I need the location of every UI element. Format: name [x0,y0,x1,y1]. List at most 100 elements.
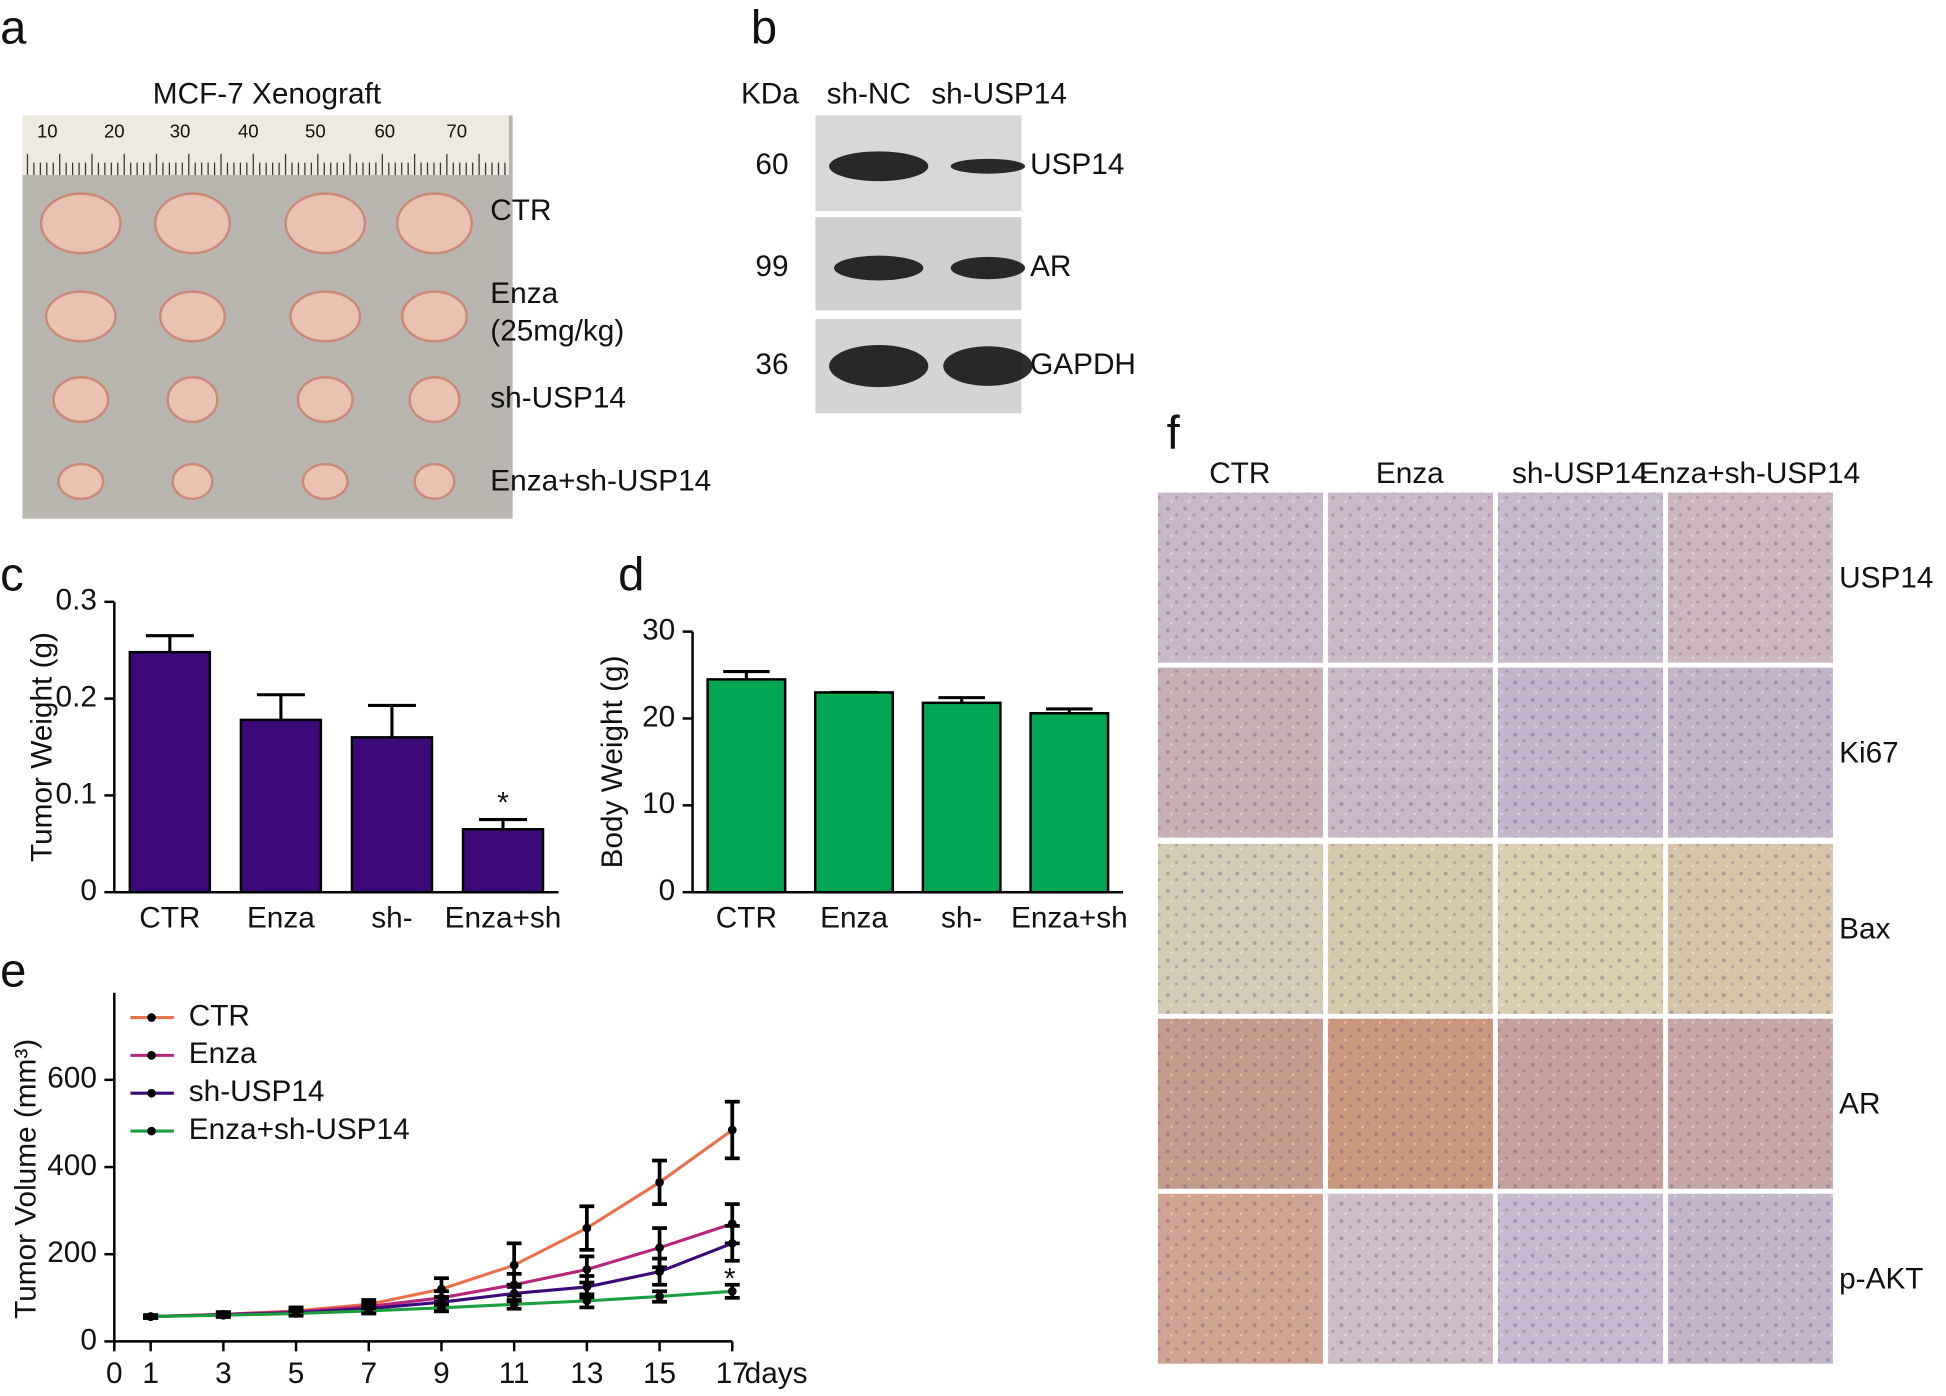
tumor [301,462,349,501]
band [834,255,924,281]
band-label: AR [1030,250,1071,283]
y-tick-label: 400 [47,1149,97,1182]
bar [814,691,895,894]
row-label: USP14 [1839,561,1933,594]
tumor [39,192,122,255]
x-tick-label: sh- [371,901,412,934]
y-tick-label: 0.3 [56,584,97,617]
bar [350,736,434,894]
y-tick-label: 0.2 [56,680,97,713]
kda-label: 36 [755,348,788,381]
marker [364,1306,374,1316]
band [829,344,929,388]
band [829,151,929,182]
panel-label: a [0,0,27,53]
marker [727,1238,737,1248]
marker [727,1125,737,1135]
legend-marker [147,1126,156,1136]
panel-label: c [0,548,24,601]
marker [655,1243,664,1253]
tumor [289,290,362,343]
tumor [44,290,117,343]
row-label: Ki67 [1839,736,1899,769]
tumor [171,462,214,501]
panel-label: b [751,0,777,53]
marker [582,1223,592,1233]
row-label: sh-USP14 [490,381,626,414]
row-label: (25mg/kg) [490,314,624,347]
bar [239,718,323,894]
marker [509,1260,519,1270]
marker [219,1310,228,1320]
band [950,256,1026,280]
ihc-texture [1157,667,1323,838]
row-label: Enza+sh-USP14 [490,465,711,498]
lane-label: sh-USP14 [931,77,1067,110]
x-tick-label: 13 [570,1357,603,1390]
kda-label: 60 [755,148,788,181]
band [943,346,1033,386]
ihc-texture [1497,492,1663,663]
ruler-label: 50 [305,121,326,142]
ihc-texture [1327,492,1493,663]
ihc-texture [1497,843,1663,1014]
y-axis-label: Body Weight (g) [596,655,629,868]
x-tick-label: Enza+sh [1011,901,1128,934]
marker [509,1289,519,1298]
panel-label: f [1167,406,1181,459]
x-tick-label: CTR [716,901,777,934]
y-tick-label: 0 [80,874,97,907]
ihc-texture [1327,843,1493,1014]
x-tick-label: 11 [499,1357,530,1390]
tumor [158,290,226,343]
legend-marker [147,1013,156,1022]
bar [706,678,787,894]
x-tick-label: CTR [139,901,200,934]
marker [582,1282,592,1292]
row-label: AR [1839,1087,1880,1120]
row-label: Bax [1839,913,1890,946]
marker [655,1292,664,1301]
marker [655,1267,664,1277]
x-tick-label: Enza [247,901,315,934]
y-tick-label: 600 [47,1062,97,1095]
ruler-label: 60 [374,121,395,142]
column-label: Enza [1376,457,1444,490]
panel-label: d [618,548,644,601]
column-label: CTR [1209,457,1270,490]
legend-label: CTR [189,999,250,1032]
column-label: Enza+sh-USP14 [1639,457,1860,490]
x-tick-label: 7 [360,1357,377,1390]
x-tick-label: Enza+sh [445,901,562,934]
tumor [395,192,473,255]
ihc-texture [1667,492,1833,663]
y-tick-label: 0 [80,1323,97,1356]
x-tick-label: 0 [106,1357,123,1390]
y-tick-label: 10 [642,787,675,820]
ihc-texture [1157,1018,1323,1189]
bar [128,650,212,894]
x-tick-label: 1 [142,1357,159,1390]
ihc-texture [1327,667,1493,838]
x-tick-label: 5 [288,1357,305,1390]
column-label: sh-USP14 [1512,457,1648,490]
band-label: USP14 [1030,148,1124,181]
x-tick-label: 3 [215,1357,232,1390]
ruler-label: 30 [170,121,191,142]
ihc-texture [1667,1018,1833,1189]
bar [461,828,545,894]
tumor [154,192,231,255]
marker [727,1286,737,1296]
x-axis-label: days [745,1357,808,1390]
ihc-texture [1157,843,1323,1014]
legend-label: sh-USP14 [189,1075,325,1108]
y-axis-label: Tumor Volume (mm³) [9,1039,42,1319]
tumor [52,375,110,424]
ihc-texture [1667,1193,1833,1364]
bar [921,701,1002,894]
unit-label: KDa [741,77,799,110]
ihc-texture [1327,1018,1493,1189]
annotation: * [724,1262,736,1295]
x-tick-label: 9 [433,1357,450,1390]
panel-label: e [0,944,26,997]
